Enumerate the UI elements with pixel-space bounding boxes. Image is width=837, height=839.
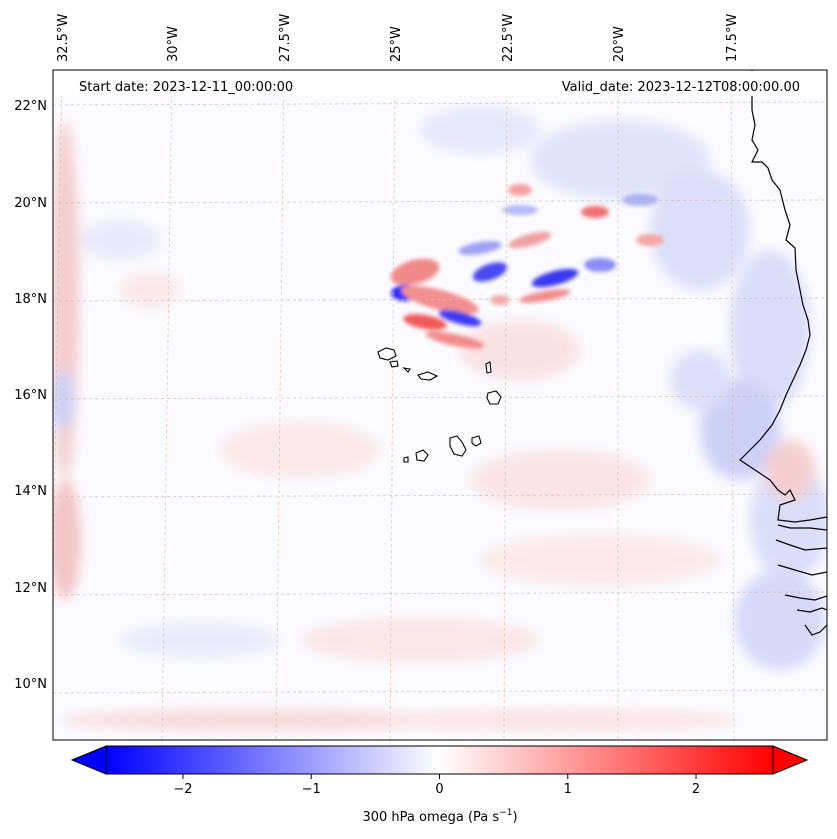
colorbar: −2 −1 0 1 2 300 hPa omega (Pa s−1) xyxy=(70,745,809,825)
colorbar-extend-low xyxy=(70,745,107,775)
colorbar-extend-high xyxy=(772,745,809,775)
lat-label: 22°N xyxy=(14,99,47,114)
colorbar-tick-label: −2 xyxy=(173,782,192,797)
lon-label: 32.5°W xyxy=(56,14,71,62)
map-frame xyxy=(52,69,828,741)
valid-date-label: Valid_date: 2023-12-12T08:00:00.00 xyxy=(562,80,800,95)
graticule xyxy=(53,70,827,740)
omega-field xyxy=(53,70,827,740)
colorbar-tick-label: 1 xyxy=(564,782,572,797)
colorbar-label: 300 hPa omega (Pa s−1) xyxy=(362,808,517,825)
lon-label: 27.5°W xyxy=(278,14,293,62)
colorbar-tick-label: 2 xyxy=(692,782,700,797)
lon-label: 20°W xyxy=(612,26,627,62)
lon-labels: 32.5°W 30°W 27.5°W 25°W 22.5°W 20°W 17.5… xyxy=(56,14,740,62)
lat-label: 14°N xyxy=(14,484,47,499)
lon-label: 30°W xyxy=(166,26,181,62)
lon-label: 22.5°W xyxy=(501,14,516,62)
lat-label: 10°N xyxy=(14,677,47,692)
start-date-label: Start date: 2023-12-11_00:00:00 xyxy=(79,80,293,95)
colorbar-tick-label: −1 xyxy=(302,782,321,797)
lat-label: 12°N xyxy=(14,581,47,596)
lon-label: 25°W xyxy=(389,26,404,62)
colorbar-ticks: −2 −1 0 1 2 xyxy=(173,774,700,797)
lat-labels: 22°N 20°N 18°N 16°N 14°N 12°N 10°N xyxy=(14,99,47,692)
header-box xyxy=(54,71,826,96)
colorbar-tick-label: 0 xyxy=(435,782,443,797)
lon-label: 17.5°W xyxy=(725,14,740,62)
coastline xyxy=(739,70,827,636)
lat-label: 16°N xyxy=(14,388,47,403)
lat-label: 18°N xyxy=(14,292,47,307)
colorbar-body xyxy=(105,745,774,775)
lat-label: 20°N xyxy=(14,196,47,211)
cape-verde-islands xyxy=(377,347,502,463)
